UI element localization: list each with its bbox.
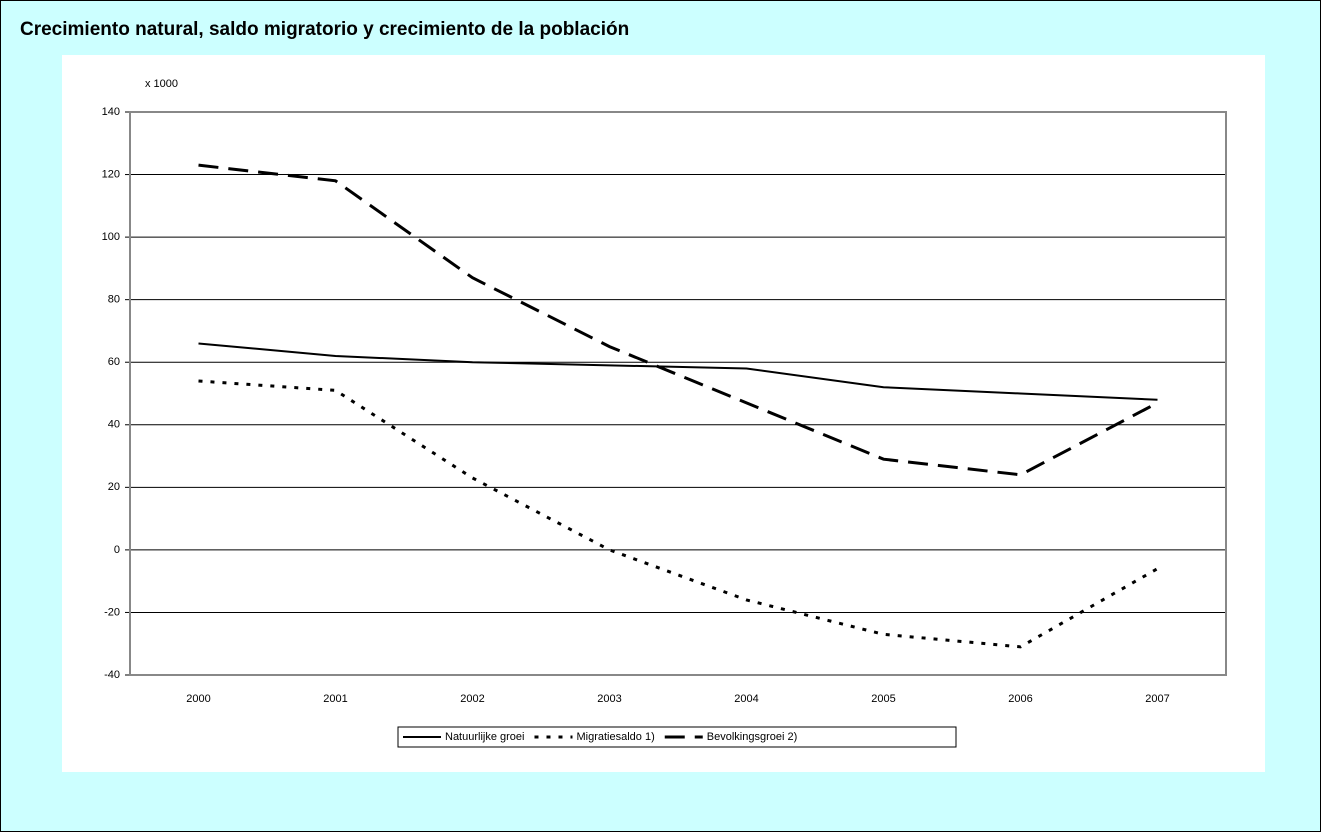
line-series xyxy=(198,342,1158,401)
y-axis-label: x 1000 xyxy=(145,78,178,90)
plot-border xyxy=(129,111,1227,676)
chart-panel xyxy=(62,55,1265,772)
y-tick-label: -20 xyxy=(104,606,120,618)
y-tick-label: -40 xyxy=(104,669,120,681)
y-tick-label: 140 xyxy=(102,106,120,118)
x-tick-label: 2001 xyxy=(323,693,347,705)
y-tick-label: 80 xyxy=(108,294,120,306)
y-tick-label: 100 xyxy=(102,231,120,243)
x-tick-label: 2004 xyxy=(734,693,758,705)
chart-title: Crecimiento natural, saldo migratorio y … xyxy=(20,19,629,40)
x-tick-label: 2003 xyxy=(597,693,621,705)
x-tick-label: 2005 xyxy=(871,693,895,705)
legend-label: Migratiesaldo 1) xyxy=(576,731,654,743)
x-tick-label: 2000 xyxy=(186,693,210,705)
y-tick-label: 60 xyxy=(108,356,120,368)
line-series xyxy=(198,163,1159,477)
legend-label: Bevolkingsgroei 2) xyxy=(707,731,798,743)
y-tick-label: 0 xyxy=(114,544,120,556)
y-tick-label: 20 xyxy=(108,481,120,493)
x-tick-label: 2006 xyxy=(1008,693,1032,705)
x-tick-label: 2002 xyxy=(460,693,484,705)
x-tick-label: 2007 xyxy=(1145,693,1169,705)
y-tick-label: 40 xyxy=(108,419,120,431)
y-tick-label: 120 xyxy=(102,168,120,180)
legend-label: Natuurlijke groei xyxy=(445,731,524,743)
